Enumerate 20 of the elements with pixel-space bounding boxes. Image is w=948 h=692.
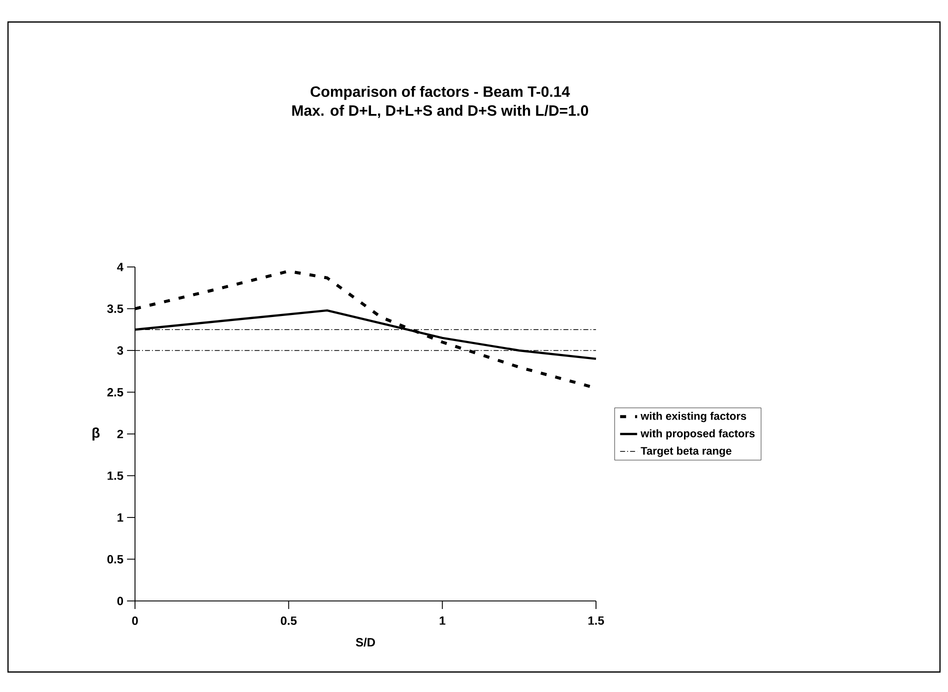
- x-tick-label: 0.5: [280, 616, 297, 625]
- y-tick-label: 2.5: [107, 388, 124, 396]
- y-tick-label: 0: [117, 596, 124, 606]
- x-tick-label: 1.5: [588, 616, 604, 625]
- y-tick-label: 1: [118, 513, 124, 522]
- y-axis-title: β: [92, 427, 100, 440]
- chart-title: Comparison of factors - Beam T-0.14: [310, 86, 570, 100]
- legend-label: with proposed factors: [640, 429, 755, 440]
- y-tick-label: 4: [117, 262, 124, 272]
- y-tick-label: 0.5: [107, 555, 124, 564]
- y-tick-label: 3.5: [107, 304, 124, 313]
- y-tick-label: 3: [117, 346, 124, 355]
- y-tick-label: 2: [117, 430, 124, 438]
- chart-subtitle: Max. of D+L, D+L+S and D+S with L/D=1.0: [292, 104, 588, 118]
- x-tick-label: 1: [440, 616, 446, 625]
- x-axis-title: S/D: [356, 638, 375, 647]
- x-tick-label: 0: [132, 616, 138, 625]
- legend-label: with existing factors: [640, 412, 746, 422]
- y-tick-label: 1.5: [108, 472, 124, 480]
- legend-label: Target beta range: [640, 446, 732, 457]
